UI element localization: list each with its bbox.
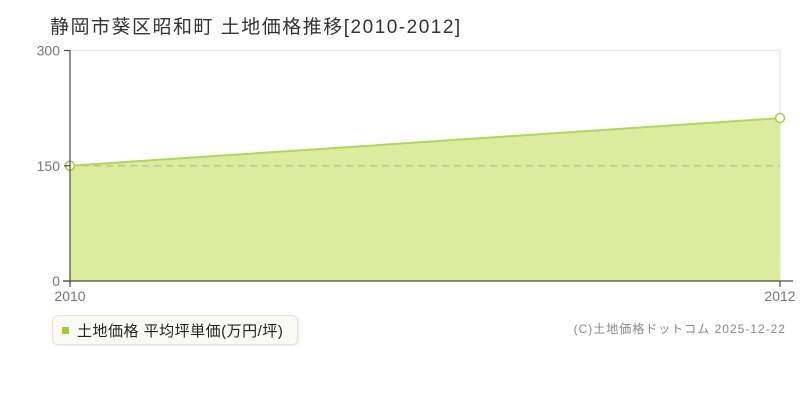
series-line xyxy=(69,117,781,167)
y-tick-label: 0 xyxy=(52,273,60,289)
x-tick-label: 2010 xyxy=(54,288,85,304)
legend-swatch-icon xyxy=(62,326,69,334)
legend-label: 土地価格 平均坪単価(万円/坪) xyxy=(77,322,284,340)
x-tick-label: 2012 xyxy=(764,288,795,304)
chart-title: 静岡市葵区昭和町 土地価格推移[2010-2012] xyxy=(50,17,462,38)
copyright-text: (C)土地価格ドットコム 2025-12-22 xyxy=(573,322,786,336)
legend-box: 土地価格 平均坪単価(万円/坪) xyxy=(52,315,299,345)
area-series xyxy=(70,118,780,281)
data-point-marker xyxy=(774,112,786,124)
y-tick-label: 300 xyxy=(37,43,61,59)
y-tick-label: 150 xyxy=(37,158,61,174)
